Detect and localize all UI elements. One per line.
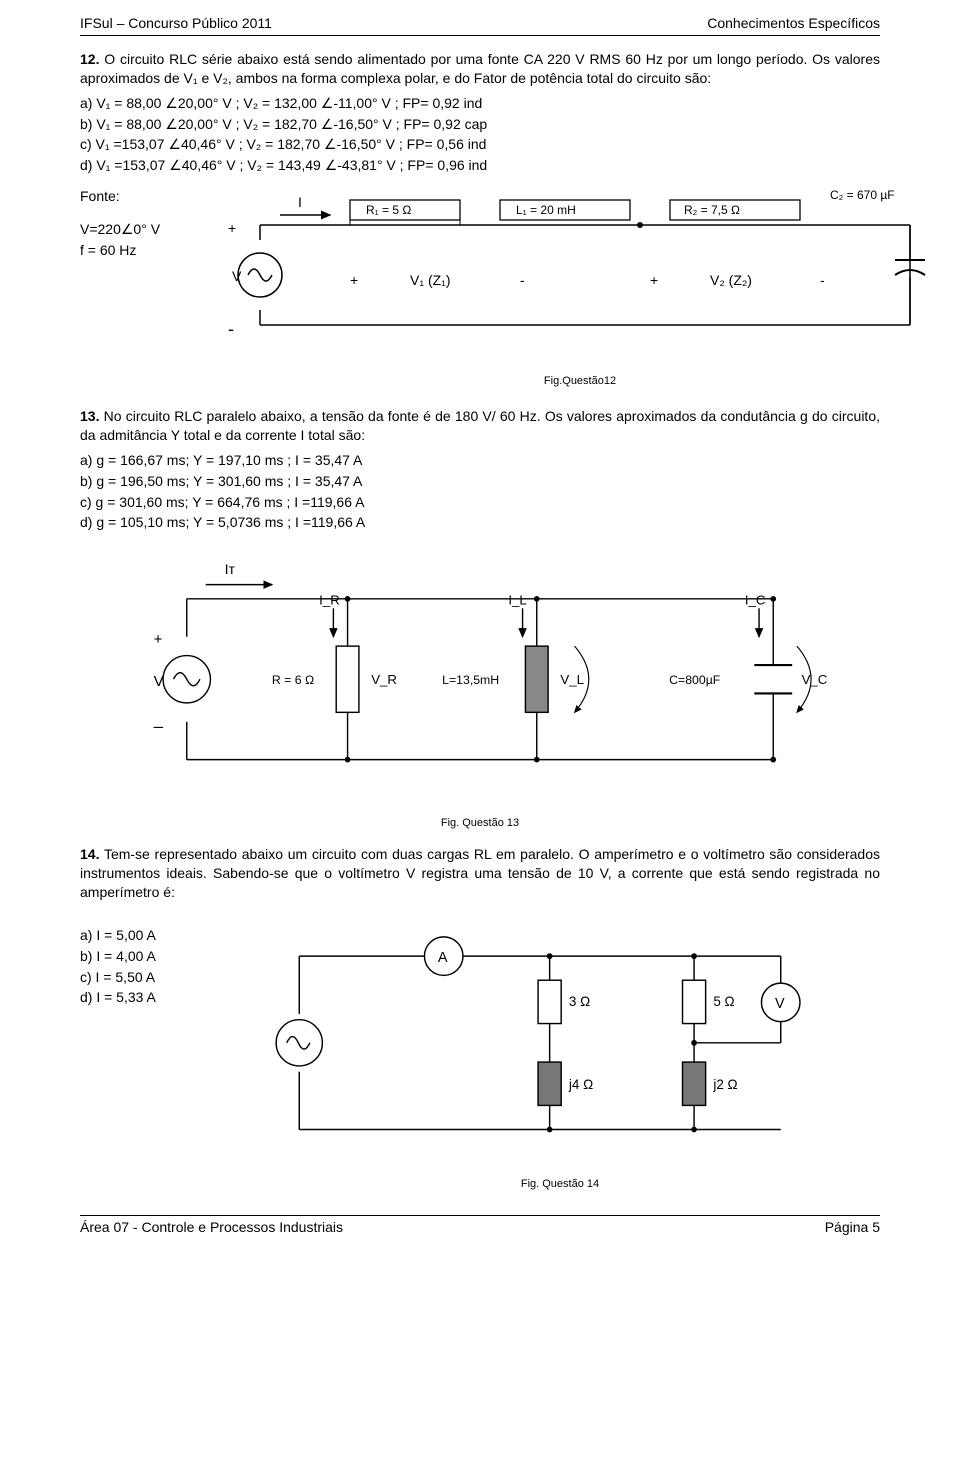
q14-voltmeter: V: [775, 996, 785, 1012]
q12-fonte-label: Fonte:: [80, 187, 220, 206]
q13-ir: I_R: [319, 593, 340, 608]
q12-src-plus: +: [228, 220, 236, 236]
q14-x2: j2 Ω: [712, 1077, 737, 1092]
q12-r1: R₁ = 5 Ω: [366, 203, 411, 217]
page-header: IFSul – Concurso Público 2011 Conhecimen…: [80, 14, 880, 33]
q12-fonte-and-fig: Fonte: V=220∠0° V f = 60 Hz: [80, 185, 880, 389]
q12-fonte-line-2: f = 60 Hz: [80, 241, 220, 260]
q12-v1-plus: +: [350, 272, 358, 288]
q14-x1: j4 Ω: [568, 1077, 593, 1092]
q12-caption: Fig.Questão12: [220, 374, 940, 389]
q12-c2: C₂ = 670 µF: [830, 188, 895, 202]
q14-opt-b: b) I = 4,00 A: [80, 947, 240, 966]
q14-options: a) I = 5,00 A b) I = 4,00 A c) I = 5,50 …: [80, 912, 240, 1010]
q13-c: C=800µF: [669, 673, 721, 687]
footer-rule: [80, 1215, 880, 1216]
q13-opt-b: b) g = 196,50 ms; Y = 301,60 ms ; I = 35…: [80, 472, 880, 491]
q12-r2: R₂ = 7,5 Ω: [684, 203, 740, 217]
q12-opt-a: a) V₁ = 88,00 ∠20,00° V ; V₂ = 132,00 ∠-…: [80, 94, 880, 113]
q14-circuit-diagram: A 3 Ω j4 Ω 5 Ω j2 Ω V: [240, 908, 840, 1168]
question-12: 12. O circuito RLC série abaixo está sen…: [80, 50, 880, 88]
q12-v2: V₂ (Z₂): [710, 272, 752, 288]
q14-figure-wrap: A 3 Ω j4 Ω 5 Ω j2 Ω V: [240, 908, 880, 1192]
q12-number: 12.: [80, 51, 99, 67]
q13-vl: V_L: [560, 672, 584, 687]
q12-circuit-diagram: + - V I R₁ = 5 Ω L₁ = 20 mH R₂ = 7,5 Ω C…: [220, 185, 940, 365]
q14-opt-c: c) I = 5,50 A: [80, 968, 240, 987]
q13-minus: –: [154, 717, 164, 736]
footer-right: Página 5: [825, 1218, 880, 1237]
q13-ic: I_C: [745, 593, 766, 608]
q13-number: 13.: [80, 408, 99, 424]
q12-fonte: Fonte: V=220∠0° V f = 60 Hz: [80, 185, 220, 262]
q13-text: No circuito RLC paralelo abaixo, a tensã…: [80, 408, 880, 443]
q13-vr: V_R: [371, 672, 397, 687]
q14-opt-d: d) I = 5,33 A: [80, 988, 240, 1007]
q12-text: O circuito RLC série abaixo está sendo a…: [80, 51, 880, 86]
q13-opt-d: d) g = 105,10 ms; Y = 5,0736 ms ; I =119…: [80, 513, 880, 532]
question-14: 14. Tem-se representado abaixo um circui…: [80, 845, 880, 902]
q13-it: Iᴛ: [225, 563, 236, 579]
q14-opts-and-fig: a) I = 5,00 A b) I = 4,00 A c) I = 5,50 …: [80, 908, 880, 1192]
q14-r2: 5 Ω: [713, 994, 734, 1009]
q12-opt-c: c) V₁ =153,07 ∠40,46° V ; V₂ = 182,70 ∠-…: [80, 135, 880, 154]
q13-r: R = 6 Ω: [272, 673, 314, 687]
q13-vc: V_C: [802, 672, 828, 687]
q12-l1: L₁ = 20 mH: [516, 203, 576, 217]
q12-options: a) V₁ = 88,00 ∠20,00° V ; V₂ = 132,00 ∠-…: [80, 94, 880, 176]
q13-plus: +: [154, 632, 163, 649]
q14-opt-a: a) I = 5,00 A: [80, 926, 240, 945]
exam-page: IFSul – Concurso Público 2011 Conhecimen…: [40, 0, 920, 1267]
q12-fonte-line-1: V=220∠0° V: [80, 220, 220, 239]
q14-number: 14.: [80, 846, 99, 862]
page-footer: Área 07 - Controle e Processos Industria…: [80, 1218, 880, 1237]
footer-left: Área 07 - Controle e Processos Industria…: [80, 1218, 343, 1237]
q12-v2-plus: +: [650, 272, 658, 288]
header-left: IFSul – Concurso Público 2011: [80, 14, 272, 33]
q12-opt-b: b) V₁ = 88,00 ∠20,00° V ; V₂ = 182,70 ∠-…: [80, 115, 880, 134]
q12-i-label: I: [298, 194, 302, 210]
q13-opt-c: c) g = 301,60 ms; Y = 664,76 ms ; I =119…: [80, 493, 880, 512]
q14-r1: 3 Ω: [569, 994, 590, 1009]
header-rule: [80, 35, 880, 36]
q14-caption: Fig. Questão 14: [240, 1177, 880, 1192]
q13-opt-a: a) g = 166,67 ms; Y = 197,10 ms ; I = 35…: [80, 451, 880, 470]
q13-vsrc: V: [154, 673, 165, 690]
q12-v1: V₁ (Z₁): [410, 272, 451, 288]
header-right: Conhecimentos Específicos: [707, 14, 880, 33]
q14-ammeter: A: [438, 950, 448, 966]
q13-l: L=13,5mH: [442, 673, 499, 687]
q12-figure-wrap: + - V I R₁ = 5 Ω L₁ = 20 mH R₂ = 7,5 Ω C…: [220, 185, 940, 389]
q13-caption: Fig. Questão 13: [80, 816, 880, 831]
q13-il: I_L: [508, 593, 526, 608]
q12-v1-minus: -: [520, 272, 525, 288]
q12-v2-minus: -: [820, 272, 825, 288]
q12-opt-d: d) V₁ =153,07 ∠40,46° V ; V₂ = 143,49 ∠-…: [80, 156, 880, 175]
q12-src-v: V: [232, 268, 242, 284]
q14-text: Tem-se representado abaixo um circuito c…: [80, 846, 880, 900]
q13-options: a) g = 166,67 ms; Y = 197,10 ms ; I = 35…: [80, 451, 880, 533]
q13-figure-wrap: + – V Iᴛ I_R R = 6 Ω V_R I_L L=13,5mH V_…: [80, 542, 880, 831]
question-13: 13. No circuito RLC paralelo abaixo, a t…: [80, 407, 880, 445]
q12-src-minus: -: [228, 319, 234, 339]
q13-circuit-diagram: + – V Iᴛ I_R R = 6 Ω V_R I_L L=13,5mH V_…: [130, 542, 830, 807]
